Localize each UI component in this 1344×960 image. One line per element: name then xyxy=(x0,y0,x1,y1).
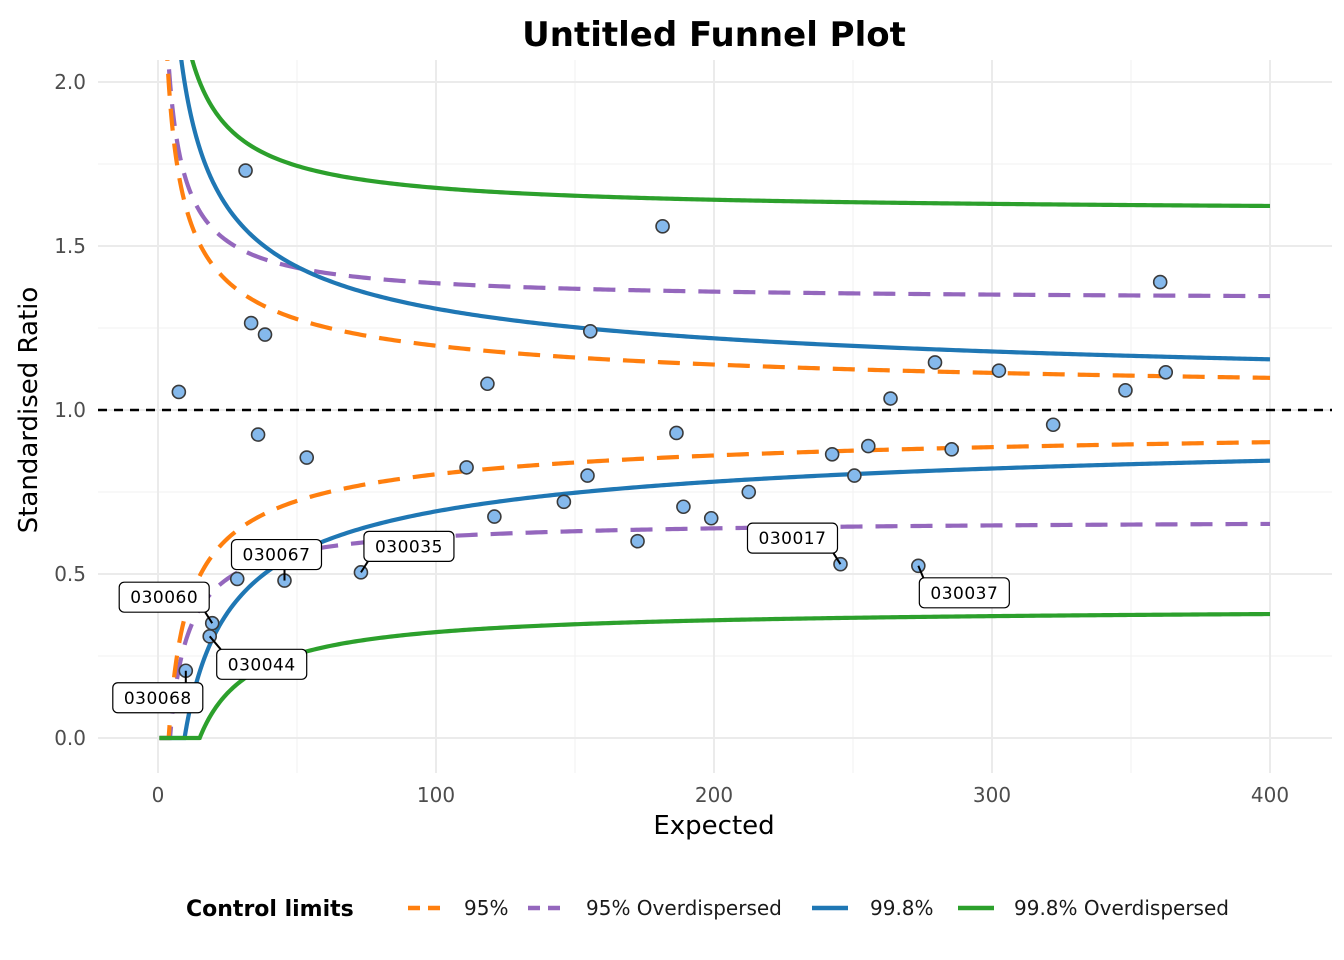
data-point xyxy=(824,446,840,462)
data-point xyxy=(655,219,670,234)
point-label: 030037 xyxy=(930,584,998,604)
label-leader-line xyxy=(917,565,925,579)
point-label: 030044 xyxy=(228,655,296,675)
y-tick-label: 0.0 xyxy=(54,726,86,750)
data-point xyxy=(669,425,684,441)
upper-control-limit-line xyxy=(166,60,1271,299)
data-point xyxy=(459,460,474,475)
data-point xyxy=(676,499,691,515)
data-point xyxy=(1118,383,1133,398)
data-point xyxy=(556,494,572,510)
point-label-box xyxy=(918,577,1010,609)
data-point xyxy=(630,533,645,549)
data-point xyxy=(580,468,595,483)
label-leader-line xyxy=(832,552,842,565)
y-axis-title: Standardised Ratio xyxy=(14,287,44,534)
point-label-box xyxy=(363,530,455,562)
data-point xyxy=(927,355,943,370)
x-axis-title: Expected xyxy=(653,811,774,841)
data-point xyxy=(250,427,266,442)
upper-control-limit-line xyxy=(190,60,1271,209)
y-tick-label: 1.0 xyxy=(54,398,86,422)
data-point xyxy=(1152,274,1168,290)
data-point xyxy=(229,571,245,587)
point-label: 030068 xyxy=(124,689,192,709)
chart-title: Untitled Funnel Plot xyxy=(522,15,906,55)
data-point xyxy=(1158,364,1174,380)
data-point xyxy=(171,384,187,400)
legend-label: 95% xyxy=(464,896,508,920)
legend-label: 99.8% xyxy=(870,896,934,920)
x-tick-label: 0 xyxy=(152,783,165,807)
data-point xyxy=(299,450,315,465)
lower-control-limit-line xyxy=(159,458,1271,741)
data-point xyxy=(944,442,959,457)
data-point xyxy=(480,376,495,392)
data-point xyxy=(703,510,719,526)
point-label-box xyxy=(112,682,204,714)
point-labels-layer: 030068 030044 030060 030067 030035 030017 0300… xyxy=(112,522,1010,714)
point-label: 030035 xyxy=(375,537,443,557)
legend-title: Control limits xyxy=(186,897,354,922)
x-tick-label: 300 xyxy=(973,783,1011,807)
point-label: 030060 xyxy=(130,588,198,608)
data-point xyxy=(243,315,259,331)
x-tick-label: 200 xyxy=(695,783,733,807)
lower-control-limit-line xyxy=(159,521,1271,741)
y-tick-label: 0.5 xyxy=(54,562,86,586)
data-point xyxy=(847,468,862,483)
x-axis-ticks: 0 100 200 300 400 xyxy=(152,783,1289,807)
control-limits-layer xyxy=(159,60,1271,741)
data-point xyxy=(1045,417,1061,433)
x-tick-label: 400 xyxy=(1251,783,1289,807)
y-axis-ticks: 0.0 0.5 1.0 1.5 2.0 xyxy=(54,70,86,750)
label-leader-line xyxy=(360,560,369,573)
major-gridlines xyxy=(98,60,1332,773)
data-points-layer xyxy=(171,163,1174,679)
data-point xyxy=(991,363,1007,378)
upper-control-limit-line xyxy=(165,60,1271,380)
point-label-box xyxy=(230,538,323,571)
y-tick-label: 2.0 xyxy=(54,70,86,94)
data-point xyxy=(883,391,898,406)
lower-control-limit-line xyxy=(159,611,1271,741)
legend-label: 95% Overdispersed xyxy=(586,896,782,920)
point-label-box xyxy=(216,648,308,680)
legend-label: 99.8% Overdispersed xyxy=(1014,896,1229,920)
label-leader-line xyxy=(204,611,214,624)
data-point xyxy=(582,323,598,339)
data-point xyxy=(741,484,757,500)
data-point xyxy=(238,163,253,178)
label-leader-line xyxy=(208,635,222,650)
legend: Control limits 95% 95% Overdispersed 99.8%… xyxy=(186,896,1229,922)
x-tick-label: 100 xyxy=(417,783,455,807)
data-point xyxy=(860,438,876,454)
data-point xyxy=(487,509,502,524)
upper-control-limit-line xyxy=(179,60,1271,362)
point-label: 030067 xyxy=(243,546,311,566)
y-tick-label: 1.5 xyxy=(54,234,86,258)
data-point xyxy=(257,327,273,342)
point-label-box xyxy=(118,581,210,613)
point-label: 030017 xyxy=(759,529,827,549)
point-label-box xyxy=(746,522,839,554)
